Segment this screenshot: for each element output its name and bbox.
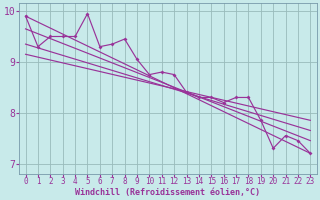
X-axis label: Windchill (Refroidissement éolien,°C): Windchill (Refroidissement éolien,°C) [76,188,260,197]
